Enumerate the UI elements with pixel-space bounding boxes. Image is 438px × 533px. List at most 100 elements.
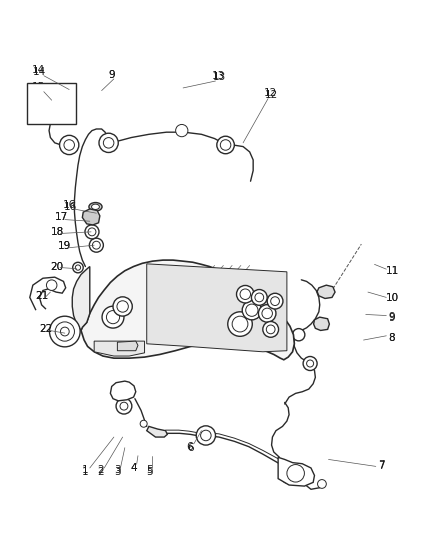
Text: 22: 22 (39, 325, 53, 334)
Polygon shape (30, 277, 66, 310)
Circle shape (201, 430, 211, 441)
Polygon shape (147, 426, 167, 437)
Polygon shape (117, 341, 138, 351)
Text: 15: 15 (32, 82, 45, 92)
Circle shape (113, 297, 132, 316)
Circle shape (35, 90, 53, 107)
Text: 14: 14 (33, 67, 46, 77)
Circle shape (39, 93, 49, 104)
Circle shape (117, 301, 128, 312)
Text: 9: 9 (389, 312, 396, 322)
Polygon shape (81, 260, 294, 360)
Circle shape (89, 238, 103, 252)
Circle shape (116, 398, 132, 414)
Circle shape (60, 327, 69, 336)
Circle shape (242, 301, 261, 320)
Ellipse shape (92, 204, 99, 209)
Circle shape (85, 225, 99, 239)
Text: 19: 19 (58, 241, 71, 251)
Polygon shape (317, 285, 335, 298)
Text: 5: 5 (146, 467, 153, 477)
Text: 7: 7 (378, 462, 385, 471)
Text: 17: 17 (55, 213, 68, 222)
Circle shape (263, 321, 279, 337)
Text: 8: 8 (389, 334, 396, 343)
Circle shape (88, 228, 96, 236)
Circle shape (106, 311, 120, 324)
Text: 1: 1 (82, 465, 89, 475)
Circle shape (75, 265, 81, 270)
Circle shape (120, 402, 128, 410)
Polygon shape (278, 457, 314, 486)
Polygon shape (110, 381, 136, 401)
Circle shape (287, 465, 304, 482)
Circle shape (258, 305, 276, 322)
Text: 2: 2 (97, 465, 104, 475)
Circle shape (55, 322, 74, 341)
Text: 13: 13 (212, 71, 225, 81)
Circle shape (255, 293, 264, 302)
Text: 5: 5 (146, 465, 153, 475)
Circle shape (232, 316, 248, 332)
Text: 17: 17 (55, 213, 68, 222)
Polygon shape (314, 317, 329, 330)
Text: 2: 2 (97, 467, 104, 477)
Polygon shape (147, 264, 287, 352)
Text: 21: 21 (35, 291, 48, 301)
Text: 7: 7 (378, 460, 385, 470)
Circle shape (103, 138, 114, 148)
Circle shape (196, 426, 215, 445)
Text: 16: 16 (63, 200, 76, 210)
Circle shape (251, 289, 267, 305)
Text: 6: 6 (187, 443, 194, 453)
Circle shape (102, 306, 124, 328)
Text: 20: 20 (50, 262, 64, 271)
Ellipse shape (89, 203, 102, 211)
Text: 9: 9 (108, 70, 115, 79)
Circle shape (271, 297, 279, 305)
Circle shape (46, 280, 57, 290)
Circle shape (262, 308, 272, 319)
Text: 22: 22 (39, 325, 53, 334)
Circle shape (217, 136, 234, 154)
Text: 15: 15 (33, 83, 46, 93)
Circle shape (49, 316, 80, 347)
Text: 1: 1 (82, 467, 89, 477)
Circle shape (303, 357, 317, 370)
Text: 11: 11 (385, 266, 399, 276)
Ellipse shape (114, 386, 131, 395)
Polygon shape (82, 209, 100, 225)
Circle shape (240, 289, 251, 300)
Text: 10: 10 (385, 294, 399, 303)
Text: 12: 12 (264, 88, 277, 98)
Polygon shape (94, 341, 145, 356)
Circle shape (99, 133, 118, 152)
Circle shape (220, 140, 231, 150)
Text: 9: 9 (389, 313, 396, 323)
Circle shape (318, 480, 326, 488)
Circle shape (237, 286, 254, 303)
Circle shape (307, 360, 314, 367)
Text: 10: 10 (385, 294, 399, 303)
Text: 3: 3 (114, 465, 121, 475)
Text: 18: 18 (50, 227, 64, 237)
Text: 13: 13 (212, 72, 226, 82)
Bar (27, 83, 76, 124)
Circle shape (266, 325, 275, 334)
Circle shape (228, 312, 252, 336)
Circle shape (73, 262, 83, 273)
Circle shape (64, 140, 74, 150)
Text: 11: 11 (385, 266, 399, 276)
Ellipse shape (283, 475, 309, 484)
Text: 4: 4 (130, 463, 137, 473)
Text: 19: 19 (58, 241, 71, 251)
Circle shape (140, 420, 147, 427)
Circle shape (176, 124, 188, 137)
Text: 14: 14 (32, 66, 45, 75)
Circle shape (267, 293, 283, 309)
Text: 4: 4 (130, 463, 137, 473)
Polygon shape (72, 266, 90, 330)
Text: 12: 12 (265, 90, 278, 100)
Circle shape (293, 328, 305, 341)
Text: 3: 3 (114, 467, 121, 477)
